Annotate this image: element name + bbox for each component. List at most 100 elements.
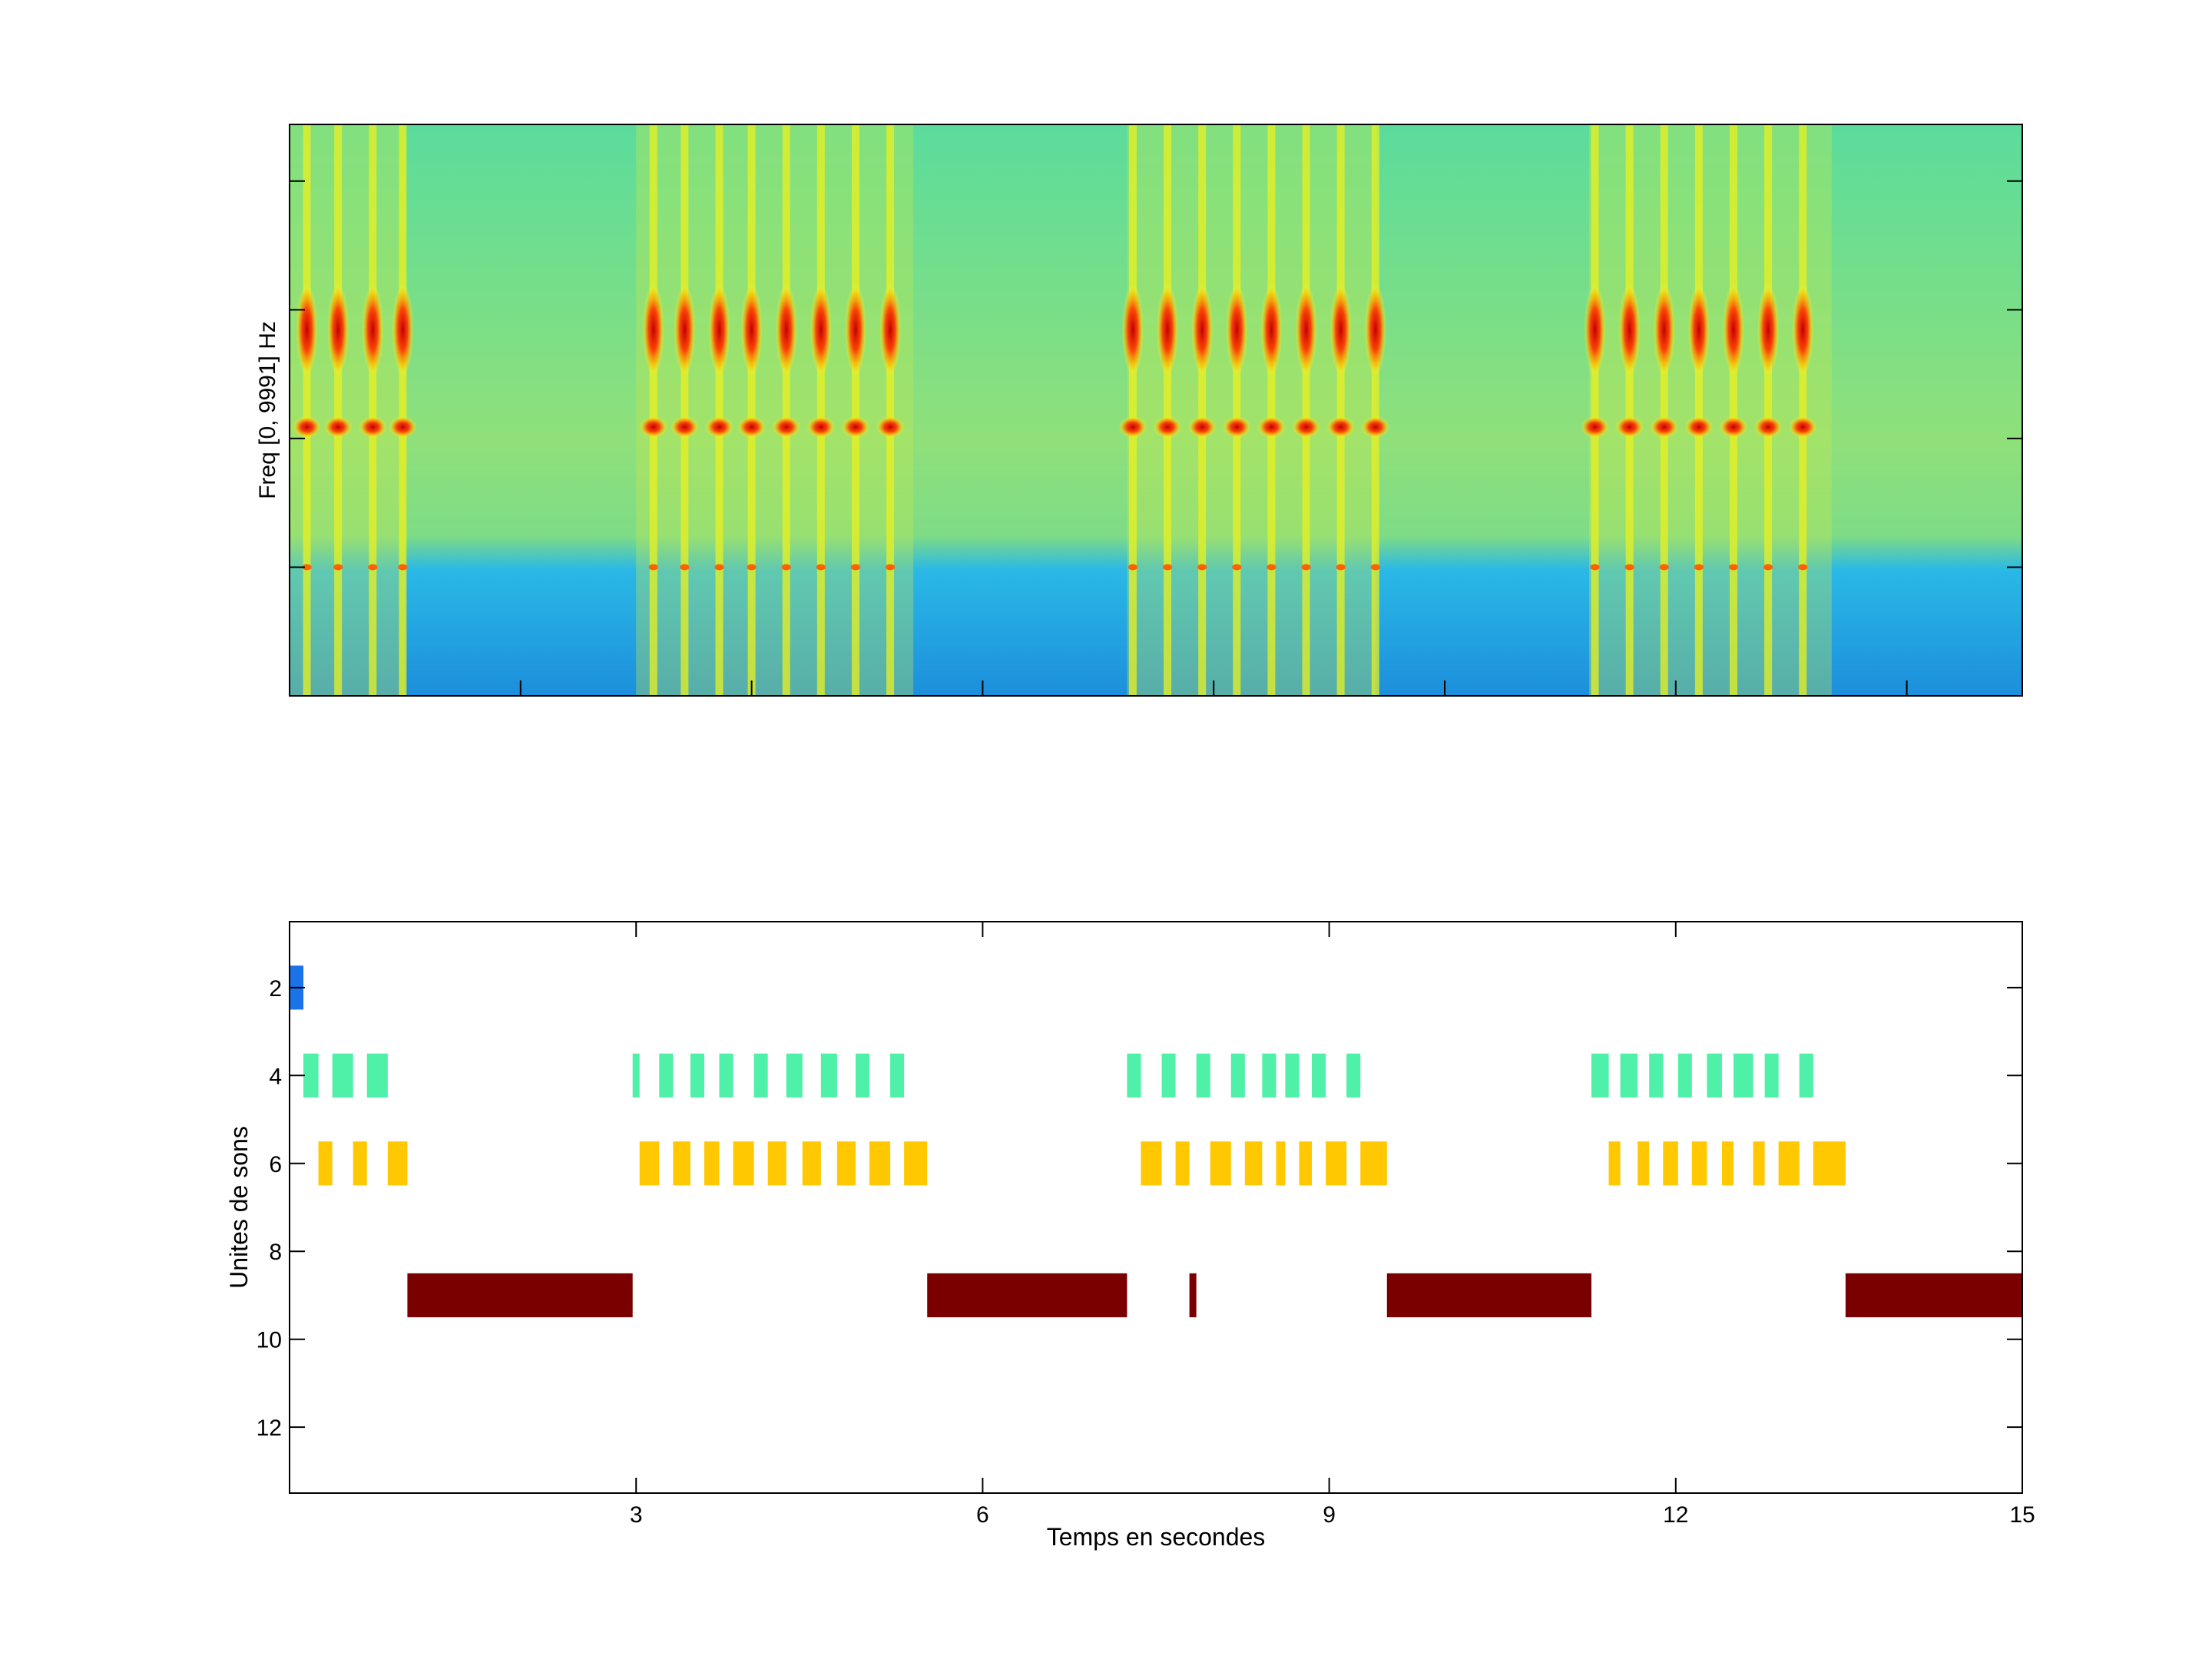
pulse-blob-mid (1684, 416, 1713, 439)
unit-6-bar (387, 1141, 408, 1186)
pulse-blob-high (1226, 283, 1248, 376)
unit-6-bar (1637, 1141, 1650, 1186)
pulse-blob-low (648, 564, 658, 571)
unit-4-bar (820, 1053, 837, 1098)
pulse-blob-high (1653, 283, 1675, 376)
pulse-blob-low (1659, 564, 1669, 571)
pulse-broadband (1302, 124, 1310, 696)
pulse-broadband (649, 124, 657, 696)
pulse-blob-low (886, 564, 896, 571)
unit-4-bar (753, 1053, 768, 1098)
pulse-broadband (1267, 124, 1276, 696)
unit-4-bar (890, 1053, 905, 1098)
pulse-blob-low (1197, 564, 1207, 571)
pulse-blob-mid (1292, 416, 1320, 439)
pulse-broadband (1591, 124, 1599, 696)
pulse-blob-mid (389, 416, 417, 439)
spectrogram-frame (289, 124, 2023, 697)
pulse-blob-mid (876, 416, 905, 439)
pulse-broadband (816, 124, 825, 696)
pulse-broadband (715, 124, 724, 696)
pulse-blob-mid (1154, 416, 1182, 439)
unit-4-bar (1649, 1053, 1664, 1098)
pulse-blob-high (1330, 283, 1352, 376)
pulse-blob-low (302, 564, 312, 571)
spectrogram-panel: Freq [0, 9991] Hz (255, 124, 2023, 697)
pulse-blob-high (1121, 283, 1144, 376)
unit-4-bar (303, 1053, 319, 1098)
unit-6-bar (353, 1141, 367, 1186)
pulse-blob-high (392, 283, 414, 376)
pulse-blob-mid (1581, 416, 1609, 439)
pulse-broadband (1660, 124, 1668, 696)
pulse-blob-mid (705, 416, 733, 439)
unit-4-bar (1312, 1053, 1326, 1098)
unit-bars (290, 965, 2022, 1318)
unit-9-bar (1189, 1273, 1197, 1318)
unit-6-bar (704, 1141, 720, 1186)
pulse-broadband (1128, 124, 1137, 696)
pulse-blob-high (642, 283, 664, 376)
unit-4-bar (659, 1053, 674, 1098)
unit-9-bar (927, 1273, 1128, 1318)
unit-6-bar (767, 1141, 786, 1186)
pulse-broadband (399, 124, 407, 696)
units-ylabel: Unites de sons (225, 1126, 253, 1289)
unit-6-bar (904, 1141, 928, 1186)
pulse-blob-mid (1615, 416, 1644, 439)
spectrogram-ticks (290, 180, 2022, 696)
spectrogram-ylabel: Freq [0, 9991] Hz (255, 321, 280, 499)
unit-9-bar (1845, 1273, 2022, 1318)
pulse-blob-low (1624, 564, 1634, 571)
units-frame (289, 921, 2023, 1494)
units-xlabel: Temps en secondes (1047, 1523, 1266, 1551)
unit-6-bar (1608, 1141, 1621, 1186)
units-x-tick-label: 12 (1663, 1502, 1688, 1528)
pulse-blob-mid (1789, 416, 1817, 439)
pulse-broadband (1233, 124, 1241, 696)
pulse-broadband (334, 124, 343, 696)
pulse-broadband (782, 124, 790, 696)
pulse-blob-high (1792, 283, 1814, 376)
pulse-blob-mid (806, 416, 835, 439)
pulse-blob-high (708, 283, 730, 376)
unit-4-bar (1764, 1053, 1779, 1098)
pulse-broadband (851, 124, 859, 696)
song-bout-region (1589, 124, 1832, 696)
unit-4-bar (366, 1053, 388, 1098)
unit-6-bar (1691, 1141, 1707, 1186)
pulse-blob-mid (1257, 416, 1286, 439)
unit-4-bar (1707, 1053, 1722, 1098)
pulse-blob-mid (1223, 416, 1251, 439)
pulse-blob-mid (1118, 416, 1147, 439)
pulse-blob-low (333, 564, 343, 571)
unit-6-bar (1778, 1141, 1800, 1186)
pulse-broadband (1336, 124, 1345, 696)
unit-6-bar (1360, 1141, 1387, 1186)
unit-4-bar (1196, 1053, 1210, 1098)
unit-6-bar (1753, 1141, 1765, 1186)
pulse-blob-mid (1754, 416, 1783, 439)
pulse-broadband (1764, 124, 1773, 696)
unit-6-bar (1244, 1141, 1263, 1186)
pulse-blob-high (1191, 283, 1214, 376)
pulse-broadband (1730, 124, 1737, 696)
pulse-blob-low (816, 564, 826, 571)
pulse-broadband (886, 124, 895, 696)
unit-6-bar (1210, 1141, 1231, 1186)
unit-4-bar (1161, 1053, 1176, 1098)
pulse-blob-mid (772, 416, 800, 439)
pulse-blob-high (775, 283, 797, 376)
pulse-blob-mid (1326, 416, 1355, 439)
pulse-blob-mid (324, 416, 353, 439)
unit-6-bar (1326, 1141, 1347, 1186)
unit-6-bar (1721, 1141, 1734, 1186)
unit-4-bar (1262, 1053, 1277, 1098)
unit-6-bar (1813, 1141, 1846, 1186)
unit-4-bar (1230, 1053, 1245, 1098)
units-ticks: 3 6 9 12 15 2 4 6 8 10 12 (257, 922, 2035, 1528)
pulse-blob-high (1687, 283, 1710, 376)
pulse-blob-high (1260, 283, 1283, 376)
pulse-broadband (1198, 124, 1207, 696)
unit-6-bar (1299, 1141, 1313, 1186)
